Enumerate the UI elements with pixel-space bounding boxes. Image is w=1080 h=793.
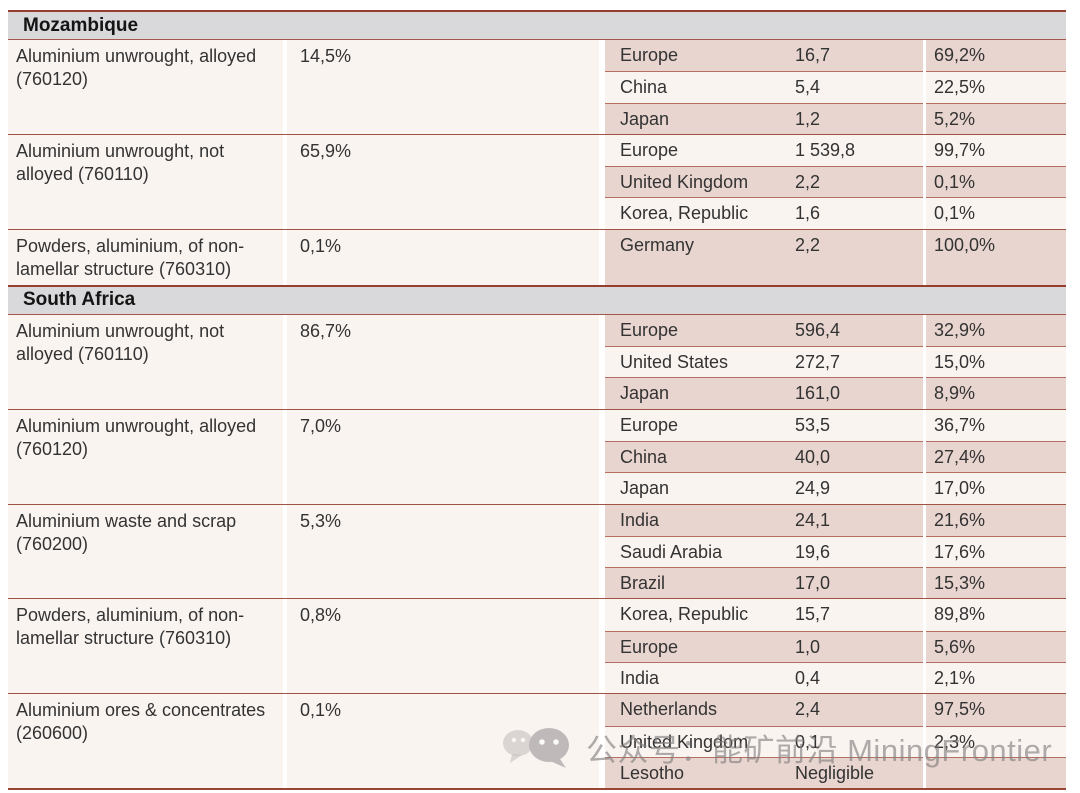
value-cell: 2,2	[782, 229, 923, 285]
destination-cell: Japan	[605, 102, 782, 134]
destination-cell: India	[605, 662, 782, 694]
section-header: South Africa	[8, 284, 1066, 315]
product-group: Aluminium unwrought, not alloyed (760110…	[8, 314, 1066, 409]
destination-cell: Saudi Arabia	[605, 535, 782, 568]
value-cell: 2,2	[782, 166, 923, 198]
destination-share-cell: 69,2%	[926, 40, 1066, 72]
export-share-cell: 0,8%	[287, 599, 599, 694]
destination-cell: Germany	[605, 229, 782, 285]
destination-share-cell: 5,6%	[926, 630, 1066, 663]
destination-share-cell: 99,7%	[926, 134, 1066, 167]
destination-cell: Japan	[605, 377, 782, 409]
value-cell: 40,0	[782, 440, 923, 473]
destination-share-cell: 97,5%	[926, 694, 1066, 726]
export-share-cell: 7,0%	[287, 409, 599, 504]
destination-cell: Brazil	[605, 567, 782, 599]
destination-cell: Europe	[605, 409, 782, 441]
product-group: Powders, aluminium, of non-lamellar stru…	[8, 598, 1066, 694]
product-cell: Aluminium ores & concentrates (260600)	[8, 694, 283, 789]
destination-share-cell: 22,5%	[926, 71, 1066, 103]
value-cell: 1,0	[782, 630, 923, 663]
destination-cell: United Kingdom	[605, 166, 782, 198]
product-group: Aluminium unwrought, alloyed (760120) 14,…	[8, 40, 1066, 134]
value-cell: 0,4	[782, 662, 923, 694]
product-group: Aluminium waste and scrap (760200) 5,3% In…	[8, 503, 1066, 599]
destination-cell: China	[605, 71, 782, 103]
value-cell: 5,4	[782, 71, 923, 103]
section-header: Mozambique	[8, 10, 1066, 40]
destination-cell: India	[605, 504, 782, 536]
product-group: Aluminium unwrought, alloyed (760120) 7,0…	[8, 408, 1066, 504]
value-cell: 53,5	[782, 409, 923, 441]
product-group: Aluminium ores & concentrates (260600) 0,…	[8, 693, 1066, 789]
destination-cell: Europe	[605, 630, 782, 663]
destination-share-cell: 21,6%	[926, 504, 1066, 536]
destination-cell: Japan	[605, 472, 782, 504]
destination-share-cell: 15,0%	[926, 346, 1066, 378]
destination-share-cell: 0,1%	[926, 197, 1066, 229]
value-cell: 1 539,8	[782, 134, 923, 167]
product-cell: Aluminium unwrought, not alloyed (760110…	[8, 314, 283, 409]
destination-cell: United States	[605, 346, 782, 378]
value-cell: 17,0	[782, 567, 923, 599]
destination-cell: Europe	[605, 314, 782, 347]
value-cell: 596,4	[782, 314, 923, 347]
value-cell: 24,1	[782, 504, 923, 536]
value-cell: 16,7	[782, 40, 923, 72]
value-cell: 24,9	[782, 472, 923, 504]
product-group: Powders, aluminium, of non-lamellar stru…	[8, 228, 1066, 285]
value-cell: Negligible	[782, 756, 923, 789]
destination-share-cell: 2,3%	[926, 725, 1066, 757]
destination-share-cell: 5,2%	[926, 102, 1066, 134]
destination-share-cell: 17,6%	[926, 535, 1066, 568]
destination-share-cell: 15,3%	[926, 567, 1066, 599]
destination-share-cell: 89,8%	[926, 599, 1066, 631]
export-share-cell: 65,9%	[287, 134, 599, 229]
product-cell: Aluminium waste and scrap (760200)	[8, 504, 283, 599]
value-cell: 1,2	[782, 102, 923, 134]
destination-cell: Korea, Republic	[605, 197, 782, 229]
destination-share-cell: 17,0%	[926, 472, 1066, 504]
destination-share-cell: 36,7%	[926, 409, 1066, 441]
destination-cell: Korea, Republic	[605, 599, 782, 631]
product-cell: Aluminium unwrought, not alloyed (760110…	[8, 134, 283, 229]
export-share-cell: 86,7%	[287, 314, 599, 409]
destination-share-cell: 100,0%	[926, 229, 1066, 285]
value-cell: 1,6	[782, 197, 923, 229]
destination-share-cell: 27,4%	[926, 440, 1066, 473]
value-cell: 2,4	[782, 694, 923, 726]
export-share-cell: 14,5%	[287, 40, 599, 134]
value-cell: 272,7	[782, 346, 923, 378]
product-cell: Powders, aluminium, of non-lamellar stru…	[8, 599, 283, 694]
product-cell: Aluminium unwrought, alloyed (760120)	[8, 409, 283, 504]
destination-share-cell: 32,9%	[926, 314, 1066, 347]
value-cell: 161,0	[782, 377, 923, 409]
value-cell: 19,6	[782, 535, 923, 568]
trade-table: Mozambique Aluminium unwrought, alloyed (…	[8, 10, 1066, 791]
destination-share-cell: 2,1%	[926, 662, 1066, 694]
export-share-cell: 0,1%	[287, 694, 599, 789]
product-cell: Aluminium unwrought, alloyed (760120)	[8, 40, 283, 134]
product-cell: Powders, aluminium, of non-lamellar stru…	[8, 229, 283, 285]
destination-cell: United Kingdom	[605, 725, 782, 757]
product-group: Aluminium unwrought, not alloyed (760110…	[8, 133, 1066, 229]
destination-cell: Lesotho	[605, 756, 782, 789]
destination-cell: Netherlands	[605, 694, 782, 726]
destination-cell: Europe	[605, 40, 782, 72]
value-cell: 0,1	[782, 725, 923, 757]
export-share-cell: 5,3%	[287, 504, 599, 599]
export-share-cell: 0,1%	[287, 229, 599, 285]
destination-share-cell: 8,9%	[926, 377, 1066, 409]
destination-cell: Europe	[605, 134, 782, 167]
destination-share-cell	[926, 756, 1066, 789]
destination-cell: China	[605, 440, 782, 473]
destination-share-cell: 0,1%	[926, 166, 1066, 198]
value-cell: 15,7	[782, 599, 923, 631]
